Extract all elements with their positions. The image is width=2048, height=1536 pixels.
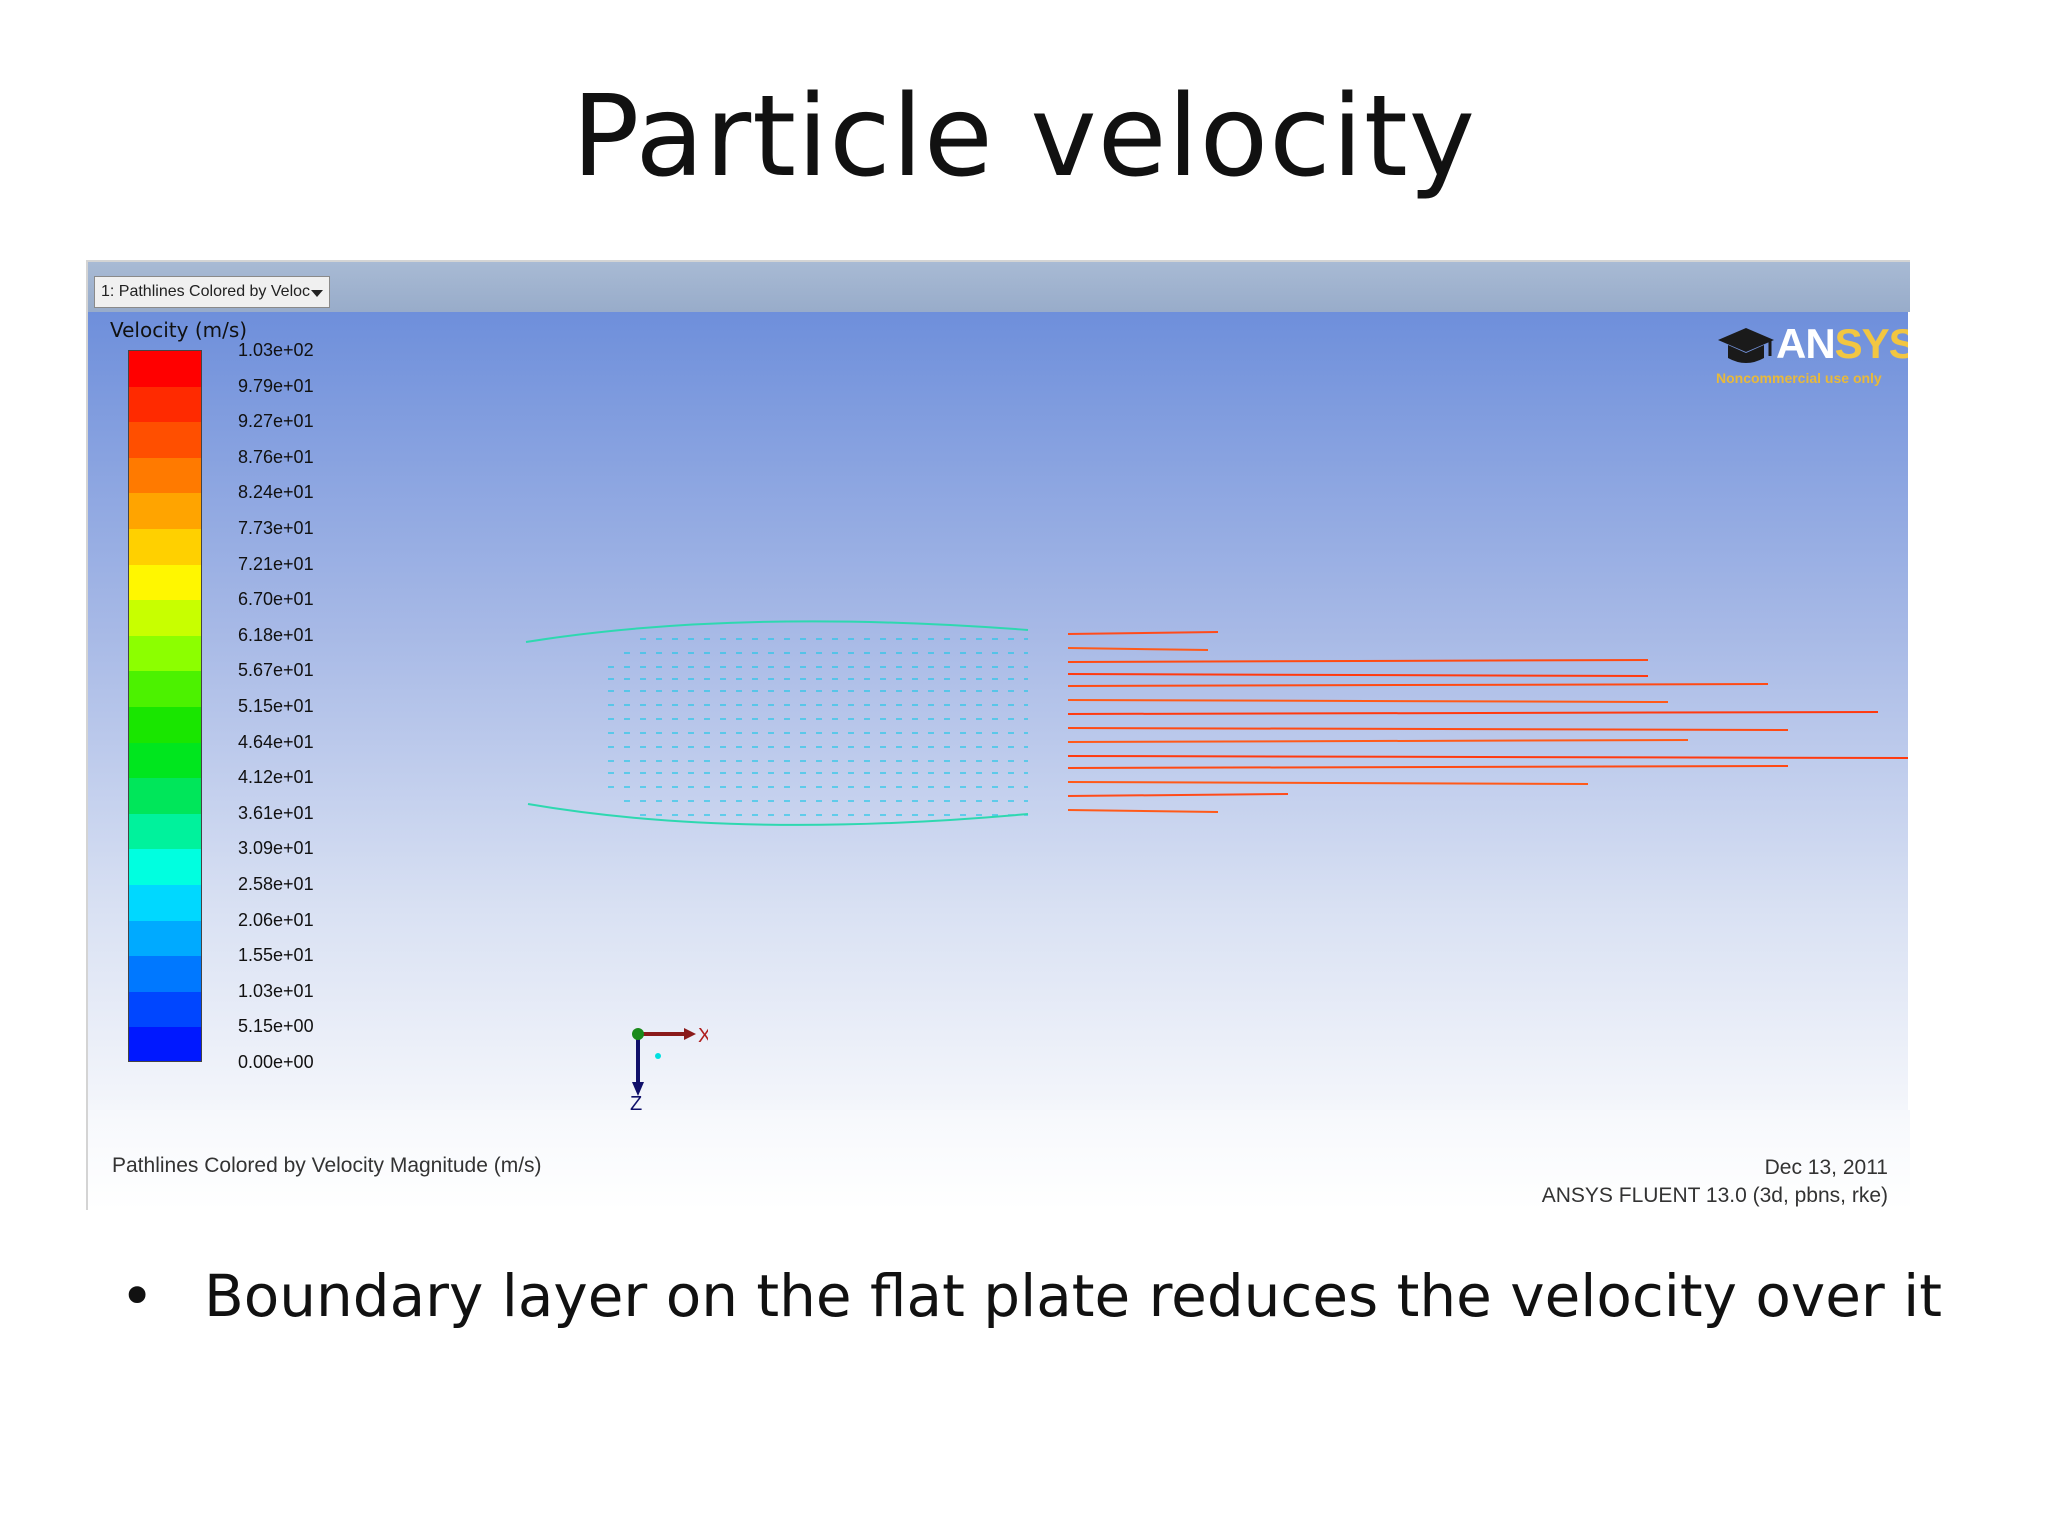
colorbar-band <box>129 849 201 885</box>
window-toolbar: 1: Pathlines Colored by Veloc <box>88 262 1910 312</box>
fluent-graphics-window: 1: Pathlines Colored by Veloc Velocity (… <box>86 260 1910 1210</box>
wake-pathline <box>1067 699 1669 703</box>
colorbar-band <box>129 671 201 707</box>
colorbar-tick-label: 8.24e+01 <box>238 482 314 503</box>
pathlines-plot <box>525 620 1908 826</box>
wake-pathline <box>1067 809 1219 813</box>
bullet-dot-icon: • <box>120 1262 155 1330</box>
colorbar-band <box>129 991 201 1028</box>
colorbar-tick-label: 8.76e+01 <box>238 446 314 467</box>
colorbar-band <box>129 351 201 387</box>
colorbar-tick-label: 1.03e+02 <box>238 340 314 360</box>
footer-description: Pathlines Colored by Velocity Magnitude … <box>112 1154 542 1177</box>
colorbar-tick-label: 3.61e+01 <box>238 802 314 823</box>
colorbar-band <box>129 386 201 423</box>
wake-pathline <box>1067 683 1769 687</box>
ansys-wordmark: ANSYS <box>1776 320 1908 367</box>
axis-y-dot <box>655 1053 661 1059</box>
wake-pathline <box>1067 711 1879 715</box>
colorbar-band <box>129 706 201 743</box>
colorbar-tick-label: 1.03e+01 <box>238 980 314 1001</box>
plate-top-edge <box>525 620 1029 643</box>
x-axis-label: X <box>698 1025 708 1047</box>
colorbar-band <box>129 884 201 921</box>
colorbar-tick-label: 5.15e+00 <box>238 1016 314 1037</box>
z-axis-arrow <box>632 1082 644 1096</box>
footer-info: Dec 13, 2011 ANSYS FLUENT 13.0 (3d, pbns… <box>1542 1154 1888 1210</box>
colorbar-tick-label: 1.55e+01 <box>238 945 314 966</box>
colorbar-band <box>129 1027 201 1061</box>
graphics-viewport[interactable]: Velocity (m/s) 1.03e+02 9.79e+01 9.27e+01 8… <box>88 312 1908 1110</box>
colorbar-band <box>129 493 201 529</box>
graduation-cap-icon <box>1718 328 1774 363</box>
slide-title: Particle velocity <box>571 72 1477 202</box>
colorbar-tick-label: 7.73e+01 <box>238 518 314 538</box>
colorbar-band <box>129 422 201 458</box>
wake-pathline <box>1067 793 1289 797</box>
colorbar-tick-label: 2.58e+01 <box>238 874 314 894</box>
wake-pathline <box>1067 631 1219 635</box>
chevron-down-icon[interactable] <box>311 290 323 297</box>
colorbar-tick-label: 9.79e+01 <box>238 375 314 396</box>
colorbar-band <box>129 600 201 636</box>
colorbar-tick-label: 4.12e+01 <box>238 767 314 788</box>
wake-pathline <box>1067 765 1789 769</box>
z-axis-label: Z <box>630 1093 642 1110</box>
colorbar-tick-label: 7.21e+01 <box>238 553 314 574</box>
axis-triad: X Z <box>630 1025 708 1110</box>
x-axis-arrow <box>684 1028 696 1040</box>
colorbar-tick-label: 5.67e+01 <box>238 660 314 681</box>
colorbar-band <box>129 742 201 779</box>
footer-version: ANSYS FLUENT 13.0 (3d, pbns, rke) <box>1541 1184 1888 1207</box>
legend-title: Velocity (m/s) <box>110 318 248 342</box>
wake-pathline <box>1067 755 1908 759</box>
wake-pathline <box>1067 659 1649 663</box>
colorbar-band <box>129 920 201 957</box>
wake-pathline <box>1067 781 1589 785</box>
view-select-label: 1: Pathlines Colored by Veloc <box>101 283 311 300</box>
window-footer: Pathlines Colored by Velocity Magnitude … <box>88 1110 1910 1210</box>
ansys-tagline: Noncommercial use only <box>1716 370 1882 386</box>
bullet-text: Boundary layer on the flat plate reduces… <box>204 1262 1943 1330</box>
colorbar-band <box>129 457 201 494</box>
colorbar-tick-label: 5.15e+01 <box>238 696 314 716</box>
wake-pathline <box>1067 647 1209 651</box>
colorbar-tick-label: 2.06e+01 <box>238 909 314 930</box>
ansys-logo: ANSYS Noncommercial use only <box>1716 320 1908 390</box>
colorbar-band <box>129 564 201 601</box>
colorbar-tick-label: 6.70e+01 <box>238 589 314 610</box>
wake-pathline <box>1067 727 1789 731</box>
colorbar-tick-label: 4.64e+01 <box>238 731 314 752</box>
colorbar-band <box>129 778 201 814</box>
colorbar-tick-label: 0.00e+00 <box>238 1052 314 1072</box>
colorbar-tick-label: 9.27e+01 <box>238 411 314 432</box>
footer-date: Dec 13, 2011 <box>1764 1156 1888 1179</box>
velocity-colorbar <box>128 350 202 1062</box>
colorbar-band <box>129 635 201 672</box>
colorbar-tick-label: 6.18e+01 <box>238 624 314 645</box>
colorbar-band <box>129 956 201 992</box>
wake-pathline <box>1067 739 1689 743</box>
colorbar-tick-label: 3.09e+01 <box>238 838 314 859</box>
plate-bottom-edge <box>527 803 1029 826</box>
view-select-dropdown[interactable]: 1: Pathlines Colored by Veloc <box>94 276 330 308</box>
colorbar-band <box>129 528 201 565</box>
colorbar-band <box>129 813 201 850</box>
wake-pathline <box>1067 673 1649 677</box>
axis-origin <box>632 1028 644 1040</box>
